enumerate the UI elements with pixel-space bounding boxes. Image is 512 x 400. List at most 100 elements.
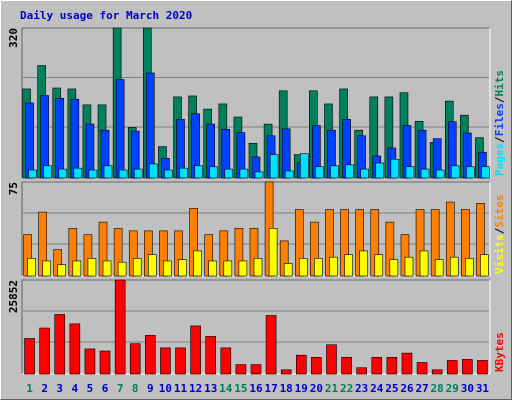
x-tick-label: 9 <box>147 382 154 395</box>
bar <box>84 348 96 375</box>
bar <box>179 167 188 179</box>
x-tick-label: 14 <box>219 382 233 395</box>
x-tick-label: 15 <box>234 382 247 395</box>
bar <box>42 260 51 277</box>
x-tick-label: 18 <box>280 382 293 395</box>
legend-separator: / <box>493 136 506 143</box>
y-tick-label: 75 <box>7 182 20 195</box>
bar <box>269 154 279 179</box>
bar <box>160 347 171 375</box>
x-tick-label: 30 <box>461 382 474 395</box>
bar <box>265 315 277 375</box>
bar <box>465 258 474 277</box>
bar <box>329 256 338 277</box>
bar <box>205 336 217 375</box>
bar <box>280 369 292 375</box>
bar <box>254 171 264 179</box>
bar <box>295 354 307 375</box>
y-tick-label: 25852 <box>7 280 20 313</box>
chart-title: Daily usage for March 2020 <box>20 9 192 22</box>
x-tick-label: 20 <box>310 382 323 395</box>
bar <box>223 260 233 277</box>
legend-entry: Visits <box>493 234 506 274</box>
legend-entry: KBytes <box>493 332 506 372</box>
legend-entry: Sites <box>493 195 506 228</box>
bar <box>72 260 82 277</box>
legend-entry: Hits <box>493 70 506 97</box>
bar <box>132 258 142 277</box>
legend-entry: Pages <box>493 143 506 176</box>
x-tick-label: 8 <box>132 382 139 395</box>
bar <box>164 169 173 179</box>
x-tick-label: 25 <box>385 382 398 395</box>
bar <box>341 356 352 375</box>
bar <box>28 169 37 179</box>
bar <box>238 260 248 277</box>
bar <box>239 168 249 179</box>
bar <box>99 350 111 375</box>
bar <box>25 102 34 179</box>
bar <box>253 258 263 277</box>
x-tick-label: 21 <box>325 382 339 395</box>
bar <box>435 169 445 179</box>
bar <box>466 166 475 179</box>
bar <box>330 165 339 179</box>
bar <box>326 344 337 375</box>
bar <box>375 162 385 179</box>
bar <box>283 263 293 277</box>
bar <box>133 168 143 179</box>
x-tick-label: 7 <box>117 382 124 395</box>
bar <box>314 258 323 277</box>
bar <box>268 228 278 277</box>
bar <box>359 250 368 277</box>
bar <box>477 360 488 375</box>
bar <box>344 254 353 277</box>
bar <box>281 128 291 179</box>
legend-separator: / <box>493 227 506 234</box>
legend: KBytes <box>493 332 506 372</box>
x-tick-label: 1 <box>26 382 33 395</box>
x-tick-label: 31 <box>476 382 490 395</box>
bar <box>70 98 80 179</box>
bar <box>145 335 156 375</box>
x-tick-label: 19 <box>295 382 308 395</box>
bar <box>450 165 460 179</box>
bar <box>54 314 66 375</box>
x-tick-label: 22 <box>340 382 353 395</box>
bar <box>431 369 443 375</box>
bar <box>103 165 113 179</box>
bar <box>298 258 308 277</box>
bar <box>175 347 186 375</box>
bar <box>27 258 36 277</box>
x-tick-label: 13 <box>204 382 217 395</box>
x-tick-label: 28 <box>431 382 444 395</box>
legend-separator: / <box>493 96 506 103</box>
x-tick-label: 23 <box>355 382 368 395</box>
bar <box>299 153 309 179</box>
bar <box>481 166 490 179</box>
bar <box>405 166 415 179</box>
bar <box>114 279 126 375</box>
bar <box>190 325 201 375</box>
x-tick-label: 3 <box>56 382 63 395</box>
plot-bevel-dark <box>21 181 490 276</box>
x-tick-label: 2 <box>41 382 48 395</box>
bar <box>235 364 247 375</box>
x-tick-label: 29 <box>446 382 459 395</box>
bar <box>386 356 398 375</box>
bar <box>87 258 97 277</box>
bar <box>208 260 218 277</box>
bar <box>58 168 68 179</box>
bar <box>55 98 65 179</box>
x-tick-label: 10 <box>159 382 172 395</box>
bar <box>146 72 155 179</box>
bar <box>149 163 158 179</box>
bar <box>102 260 112 277</box>
bar <box>434 259 444 277</box>
plot-bevel-dark <box>21 279 490 374</box>
bar <box>404 256 414 277</box>
bar <box>449 256 459 277</box>
x-tick-label: 5 <box>87 382 94 395</box>
legend: Visits/Sites <box>493 195 506 275</box>
